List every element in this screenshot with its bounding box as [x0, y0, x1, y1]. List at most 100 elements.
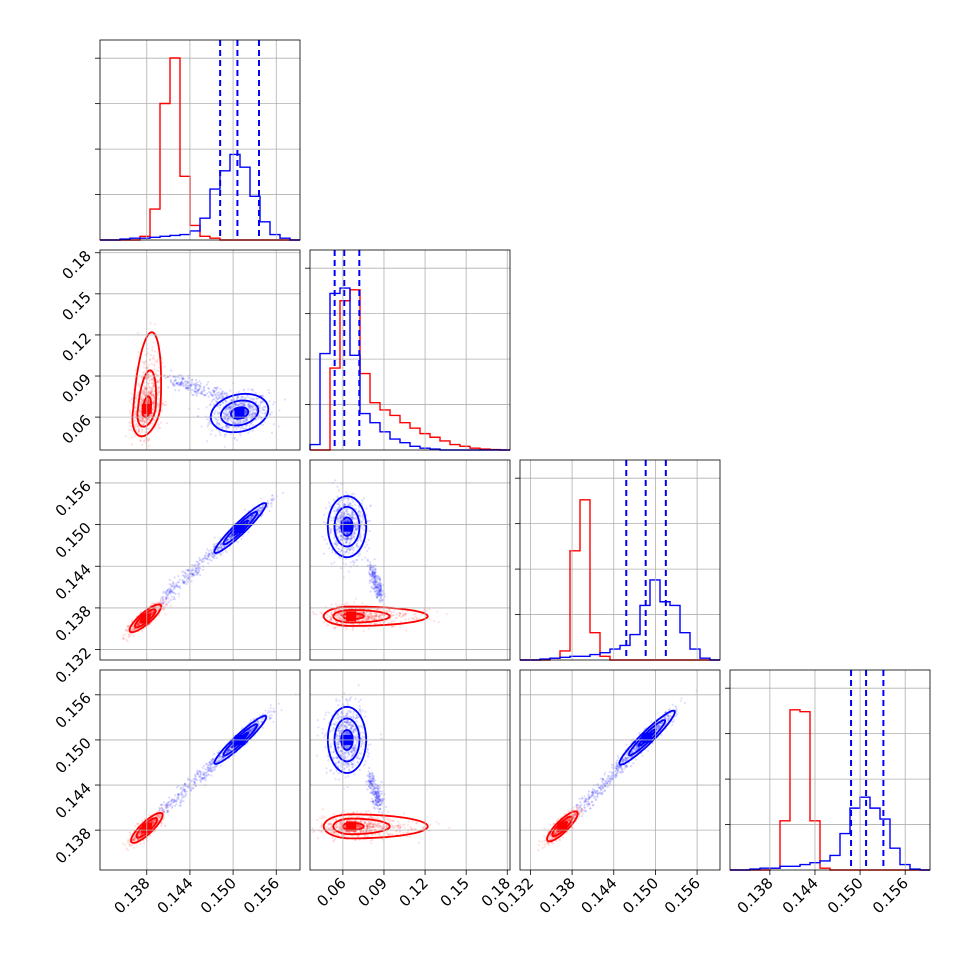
blue-point [184, 380, 187, 383]
red-point [372, 614, 375, 617]
blue-point [345, 538, 349, 541]
blue-point [165, 589, 169, 593]
blue-point [375, 589, 379, 592]
red-point [433, 619, 436, 622]
blue-point [194, 390, 197, 393]
blue-point [347, 552, 350, 555]
blue-point [362, 518, 365, 521]
blue-point [378, 593, 382, 596]
red-point [164, 600, 167, 603]
blue-point [248, 414, 251, 417]
blue-point [165, 591, 168, 594]
blue-point [361, 558, 364, 561]
blue-point [184, 386, 187, 389]
red-point [147, 439, 150, 443]
red-point [401, 614, 404, 617]
blue-point [369, 573, 372, 576]
red-point [165, 404, 168, 407]
red-point [134, 406, 137, 410]
blue-point [349, 537, 352, 541]
blue-point [374, 570, 377, 573]
red-point [362, 612, 365, 615]
red-point [151, 393, 154, 396]
blue-point [223, 412, 227, 415]
red-point [333, 609, 337, 612]
red-point [144, 387, 147, 390]
blue-point [215, 417, 218, 420]
blue-point [352, 513, 355, 516]
blue-point [377, 591, 380, 594]
red-point [360, 611, 363, 614]
blue-point [236, 422, 240, 425]
blue-point [253, 413, 256, 416]
blue-point [249, 404, 252, 408]
red-point [150, 602, 153, 605]
blue-point [191, 378, 194, 381]
red-point [365, 618, 368, 621]
blue-point [172, 585, 175, 588]
blue-point [355, 544, 359, 547]
blue-point [376, 586, 379, 589]
red-point [139, 404, 143, 407]
blue-point [239, 427, 242, 430]
blue-point [241, 420, 244, 423]
red-point [136, 622, 140, 625]
blue-point [187, 386, 190, 389]
blue-point [210, 400, 213, 403]
red-point [149, 611, 153, 614]
blue-point [234, 437, 237, 440]
red-point [367, 615, 371, 618]
blue-point [244, 396, 247, 400]
red-point [337, 608, 341, 611]
red-point [142, 439, 145, 442]
blue-point [186, 386, 189, 390]
blue-point [335, 510, 339, 513]
blue-point [248, 407, 251, 410]
blue-point [350, 514, 353, 517]
red-point [362, 612, 366, 615]
red-point [140, 402, 143, 405]
blue-point [273, 401, 276, 404]
red-point [362, 618, 365, 621]
red-point [151, 612, 154, 615]
red-point [137, 382, 140, 385]
red-point [149, 392, 153, 395]
red-point [138, 623, 142, 626]
blue-point [229, 537, 232, 540]
blue-point [258, 508, 261, 511]
blue-point [348, 542, 351, 546]
blue-point [228, 536, 231, 539]
blue-point [352, 560, 355, 564]
red-point [152, 393, 155, 397]
blue-point [379, 584, 382, 587]
red-point [330, 618, 333, 622]
blue-point [338, 503, 341, 506]
red-point [139, 409, 142, 412]
red-point [345, 628, 348, 631]
red-point [370, 616, 374, 619]
blue-point [336, 532, 339, 535]
red-point [149, 391, 152, 394]
red-point [330, 603, 333, 606]
blue-point [266, 506, 269, 509]
red-point [377, 615, 380, 618]
red-point [356, 614, 359, 617]
blue-point [379, 579, 382, 582]
blue-point [175, 382, 178, 385]
red-point [366, 616, 369, 619]
blue-point [196, 567, 199, 570]
red-point [133, 434, 137, 437]
blue-point [332, 509, 336, 512]
red-point [343, 611, 346, 614]
blue-point [260, 417, 263, 421]
blue-point [360, 535, 363, 538]
red-point [339, 617, 343, 620]
red-point [162, 404, 166, 407]
blue-point [254, 391, 257, 394]
blue-point [369, 567, 372, 570]
blue-point [211, 394, 215, 397]
blue-point [358, 514, 361, 518]
blue-point [181, 570, 184, 573]
blue-point [355, 544, 358, 547]
red-point [133, 627, 136, 631]
